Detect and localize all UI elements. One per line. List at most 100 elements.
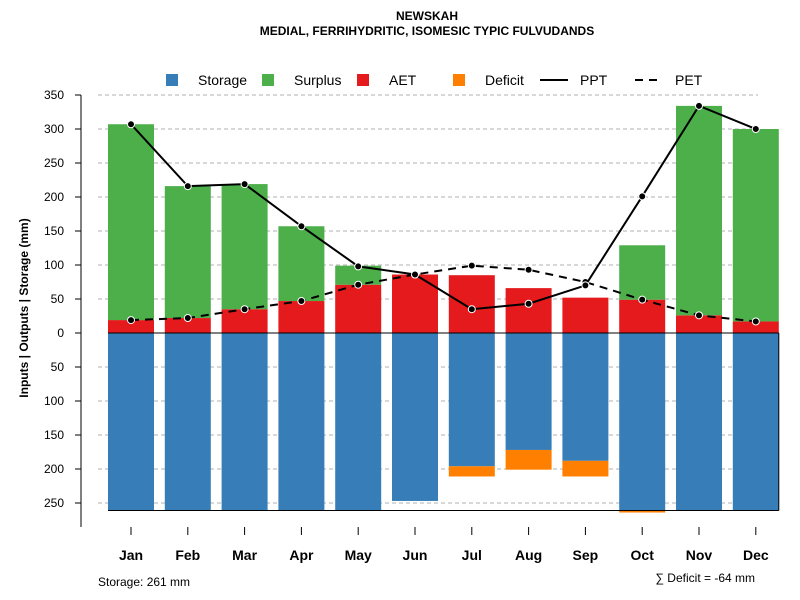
point-pet-feb (183, 314, 192, 323)
bar-aet-apr (278, 301, 325, 333)
bar-storage-aug (505, 333, 552, 450)
point-pet-mar (240, 305, 249, 314)
y-tick-label: 100 (44, 258, 64, 272)
series-line-pet (130, 264, 756, 323)
bar-aet-nov (676, 315, 722, 333)
bar-storage-nov (676, 333, 722, 511)
point-pet-apr (297, 297, 306, 306)
bar-aet-jan (108, 320, 154, 333)
bar-storage-oct (619, 333, 666, 511)
bars-layer (108, 105, 779, 513)
bar-storage-apr (278, 333, 325, 511)
y-tick-label: 50 (51, 292, 65, 306)
x-tick-label-may: May (345, 547, 372, 563)
bar-storage-may (335, 333, 382, 511)
y-tick-label: 200 (44, 462, 64, 476)
series-line-ppt (130, 104, 757, 311)
bar-aet-dec (732, 321, 779, 333)
y-tick-label: 50 (51, 360, 65, 374)
x-tick-label-dec: Dec (743, 547, 769, 563)
x-tick-label-oct: Oct (631, 547, 655, 563)
x-tick-label-nov: Nov (686, 547, 713, 563)
point-pet-oct (638, 295, 647, 304)
point-ppt-oct (638, 192, 647, 201)
bar-storage-sep (562, 333, 609, 461)
bar-storage-jun (392, 333, 438, 501)
legend: Storage Surplus AET Deficit PPT PET (166, 72, 703, 88)
point-ppt-sep (581, 281, 590, 290)
bar-aet-feb (164, 318, 211, 333)
legend-label-surplus: Surplus (294, 72, 341, 88)
y-tick-label: 300 (44, 122, 64, 136)
point-pet-aug (524, 265, 533, 274)
y-tick-label: 100 (44, 394, 64, 408)
bar-storage-jan (108, 333, 154, 511)
y-tick-label: 150 (44, 224, 64, 238)
bar-aet-aug (505, 288, 552, 333)
bar-deficit-sep (562, 460, 609, 477)
bar-surplus-nov (676, 105, 722, 316)
legend-label-aet: AET (389, 72, 417, 88)
bar-surplus-may (335, 265, 382, 285)
bar-surplus-apr (278, 226, 325, 302)
bar-storage-feb (164, 333, 211, 511)
point-ppt-aug (524, 299, 533, 308)
x-tick-label-aug: Aug (515, 547, 542, 563)
bar-aet-oct (619, 299, 666, 333)
legend-label-ppt: PPT (580, 72, 608, 88)
x-tick-label-jan: Jan (119, 547, 143, 563)
bar-deficit-jul (448, 466, 495, 477)
legend-label-pet: PET (675, 72, 703, 88)
bar-surplus-oct (619, 245, 666, 300)
point-ppt-dec (751, 125, 760, 133)
y-tick-label: 250 (44, 156, 64, 170)
axes-layer: 350 300 250 200 150 100 50 0 50 100 150 200 250 Jan Fe… (44, 88, 769, 563)
bar-aet-mar (221, 309, 268, 333)
legend-swatch-surplus (262, 74, 274, 86)
point-ppt-nov (695, 101, 703, 110)
point-pet-jul (467, 261, 476, 270)
storage-note: Storage: 261 mm (98, 575, 190, 589)
deficit-note: ∑ Deficit = -64 mm (655, 571, 755, 585)
x-tick-label-jun: Jun (403, 547, 428, 563)
chart-title: NEWSKAH (396, 9, 458, 23)
chart-subtitle: MEDIAL, FERRIHYDRITIC, ISOMESIC TYPIC FU… (260, 24, 594, 38)
y-tick-label: 150 (44, 428, 64, 442)
legend-swatch-storage (166, 74, 178, 86)
point-pet-nov (695, 311, 703, 320)
bar-surplus-feb (164, 186, 211, 319)
bar-deficit-oct (619, 510, 666, 513)
point-ppt-jan (127, 120, 135, 129)
point-ppt-apr (297, 222, 306, 231)
y-tick-label: 200 (44, 190, 64, 204)
bar-storage-dec (732, 333, 779, 511)
y-tick-label: 350 (44, 88, 64, 102)
point-pet-jan (127, 316, 135, 325)
bar-surplus-dec (732, 129, 779, 322)
legend-swatch-deficit (453, 74, 465, 86)
x-tick-label-mar: Mar (232, 547, 257, 563)
x-tick-label-apr: Apr (289, 547, 314, 563)
legend-label-deficit: Deficit (485, 72, 524, 88)
point-pet-may (354, 280, 363, 289)
bar-surplus-jan (108, 124, 154, 321)
point-ppt-jul (467, 305, 476, 314)
x-tick-label-feb: Feb (175, 547, 200, 563)
bar-storage-mar (221, 333, 268, 511)
bar-storage-jul (448, 333, 495, 467)
x-tick-label-sep: Sep (573, 547, 599, 563)
bar-aet-sep (562, 297, 609, 333)
legend-swatch-aet (357, 74, 369, 86)
y-tick-label: 0 (57, 326, 64, 340)
y-axis-label: Inputs | Outputs | Storage (mm) (17, 218, 31, 397)
point-ppt-feb (183, 182, 192, 191)
point-ppt-jun (411, 270, 419, 279)
point-ppt-may (354, 262, 363, 271)
lines-layer (108, 101, 780, 511)
point-ppt-mar (240, 180, 249, 189)
bar-aet-may (335, 284, 382, 333)
y-tick-label: 250 (44, 496, 64, 510)
bar-aet-jul (448, 275, 495, 333)
bar-deficit-aug (505, 449, 552, 470)
